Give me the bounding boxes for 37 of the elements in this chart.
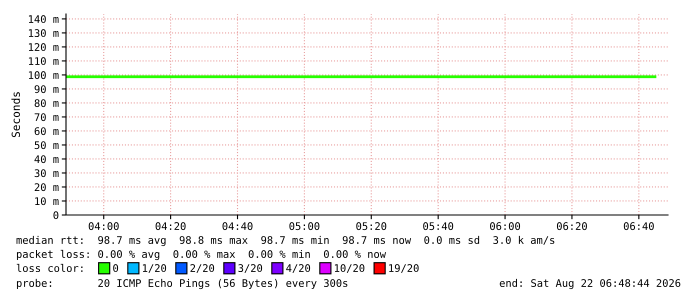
y-tick-label: 30 m bbox=[34, 169, 59, 178]
x-tick-label: 06:20 bbox=[556, 222, 587, 230]
legend-label: 4/20 bbox=[286, 264, 310, 273]
x-tick-label: 04:00 bbox=[88, 222, 119, 230]
legend-title: loss color: bbox=[16, 264, 82, 272]
x-tick-label: 05:40 bbox=[423, 222, 454, 230]
y-tick-label: 40 m bbox=[34, 155, 59, 164]
text: median rtt: 98.7 ms avg 98.8 ms max 98.7 ms min 98.7 ms now 0.0 ms sd 3.0 k am/s bbox=[16, 236, 554, 246]
y-tick-label: 20 m bbox=[34, 183, 59, 192]
legend-label: 0 bbox=[113, 264, 118, 272]
legend-label: 10/20 bbox=[334, 264, 364, 273]
y-tick-label: 10 m bbox=[35, 197, 59, 206]
text: packet loss: 0.00 % avg 0.00 % max 0.00 % min 0.00 % now bbox=[16, 250, 386, 260]
y-tick-label: 50 m bbox=[34, 141, 59, 150]
y-tick-label: 80 m bbox=[34, 99, 59, 108]
x-tick-label: 06:40 bbox=[624, 222, 654, 230]
x-tick-label: 04:40 bbox=[222, 222, 253, 230]
x-tick-label: 05:20 bbox=[356, 222, 386, 230]
y-tick-label: 70 m bbox=[34, 113, 59, 122]
y-axis-title: Seconds bbox=[11, 92, 20, 138]
legend-label: 2/20 bbox=[190, 264, 214, 273]
legend-label: 19/20 bbox=[389, 264, 419, 273]
legend-label: 3/20 bbox=[238, 264, 262, 273]
y-tick-label: 130 m bbox=[28, 29, 59, 38]
text: end: Sat Aug 22 06:48:44 2026 bbox=[500, 278, 680, 290]
y-tick-label: 140 m bbox=[28, 15, 59, 24]
y-tick-label: 60 m bbox=[34, 127, 59, 136]
y-tick-label: 90 m bbox=[34, 85, 59, 94]
y-tick-label: 100 m bbox=[28, 71, 59, 80]
x-tick-label: 05:00 bbox=[289, 222, 320, 230]
y-tick-label: 110 m bbox=[28, 57, 59, 66]
x-tick-label: 04:20 bbox=[156, 222, 186, 230]
y-tick-label: 0 bbox=[53, 211, 58, 220]
x-tick-label: 06:00 bbox=[490, 222, 520, 230]
y-tick-label: 120 m bbox=[28, 43, 59, 52]
text: probe: 20 ICMP Echo Pings (56 Bytes) every 300s bbox=[16, 278, 348, 290]
legend-label: 1/20 bbox=[142, 264, 166, 273]
